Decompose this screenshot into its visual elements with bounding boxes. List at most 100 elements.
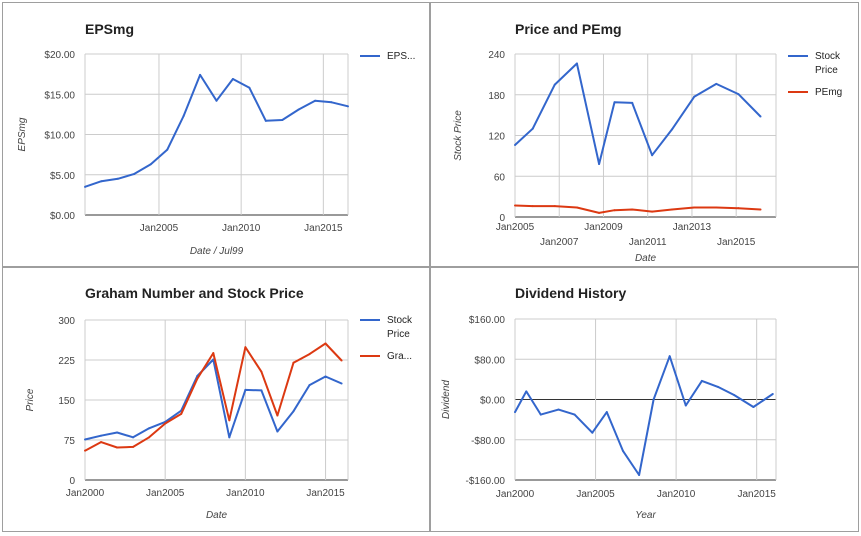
- data-point: [631, 208, 634, 211]
- graham-chart-panel: Graham Number and Stock Price 300 225 150 75…: [2, 267, 430, 532]
- y-tick-label: 150: [58, 396, 75, 407]
- x-axis-label: Date: [635, 253, 657, 264]
- chart-title: Dividend History: [515, 285, 626, 301]
- y-tick-label: $5.00: [50, 171, 75, 182]
- data-point: [231, 77, 234, 80]
- series-0: [514, 62, 762, 166]
- x-tick-label: Jan2015: [306, 488, 345, 499]
- x-tick-label: Jan2015: [717, 237, 756, 248]
- data-point: [149, 163, 152, 166]
- price-pemg-chart-panel: Price and PEmg 240 180 120 60 0 Jan2005 Jan2009…: [430, 2, 859, 267]
- legend-label: Gra...: [387, 351, 412, 362]
- x-tick-label: Jan2005: [496, 222, 535, 233]
- data-point: [324, 375, 327, 378]
- data-point: [652, 398, 655, 401]
- data-point: [228, 436, 231, 439]
- data-point: [531, 205, 534, 208]
- data-point: [573, 413, 576, 416]
- x-tick-label: Jan2015: [737, 489, 776, 500]
- data-point: [591, 431, 594, 434]
- data-point: [180, 412, 183, 415]
- legend-item: Stock Price: [360, 315, 413, 340]
- y-tick-label: 300: [58, 316, 75, 327]
- data-point: [260, 370, 263, 373]
- data-point: [693, 95, 696, 98]
- x-tick-label: Jan2009: [584, 222, 623, 233]
- data-point: [531, 127, 534, 130]
- y-tick-label: $0.00: [480, 396, 505, 407]
- series-0: [84, 73, 349, 188]
- data-point: [684, 404, 687, 407]
- data-point: [264, 119, 267, 122]
- data-point: [182, 114, 185, 117]
- legend-label: Stock Price: [815, 51, 841, 76]
- data-point: [100, 180, 103, 183]
- data-point: [737, 93, 740, 96]
- data-point: [308, 353, 311, 356]
- series-line: [514, 204, 761, 214]
- data-point: [292, 410, 295, 413]
- data-point: [671, 128, 674, 131]
- chart-title: EPSmg: [85, 21, 134, 37]
- data-point: [260, 389, 263, 392]
- series-1: [514, 204, 762, 214]
- data-point: [514, 411, 516, 414]
- data-point: [605, 411, 608, 414]
- data-point: [148, 427, 151, 430]
- data-point: [164, 422, 167, 425]
- legend-label: PEmg: [815, 87, 842, 98]
- y-tick-label: $20.00: [44, 50, 75, 61]
- gridlines: [514, 318, 777, 481]
- x-axis-label: Date / Jul99: [190, 246, 244, 257]
- data-point: [244, 346, 247, 349]
- legend-item: PEmg: [788, 87, 842, 98]
- data-point: [297, 108, 300, 111]
- data-point: [84, 185, 86, 188]
- data-point: [598, 163, 601, 166]
- y-tick-label: 60: [494, 172, 506, 183]
- data-point: [621, 449, 624, 452]
- data-point: [575, 206, 578, 209]
- x-tick-label: Jan2000: [496, 489, 535, 500]
- dividend-chart-panel: Dividend History $160.00 $80.00 $0.00 -$80.0…: [430, 267, 859, 532]
- y-tick-label: 75: [64, 436, 76, 447]
- gridlines: [84, 53, 349, 216]
- series-1: [84, 342, 343, 452]
- data-point: [525, 390, 528, 393]
- data-point: [347, 105, 349, 108]
- data-point: [668, 355, 671, 358]
- dividend-chart: Dividend History $160.00 $80.00 $0.00 -$80.0…: [441, 285, 777, 521]
- y-tick-label: $0.00: [50, 211, 75, 222]
- data-point: [215, 99, 218, 102]
- data-point: [613, 209, 616, 212]
- y-axis-label: Price: [25, 388, 36, 411]
- series-0: [84, 358, 343, 441]
- data-point: [717, 385, 719, 388]
- data-point: [613, 101, 616, 104]
- data-point: [340, 359, 343, 362]
- gridlines: [84, 319, 349, 481]
- data-point: [575, 62, 578, 65]
- y-tick-label: $15.00: [44, 90, 75, 101]
- data-point: [631, 101, 634, 104]
- data-point: [212, 352, 215, 355]
- data-point: [248, 86, 251, 89]
- data-point: [324, 342, 327, 345]
- x-tick-label: Jan2010: [657, 489, 696, 500]
- data-point: [737, 207, 740, 210]
- series-0: [514, 355, 774, 476]
- legend-item: Stock Price: [788, 51, 841, 76]
- y-axis-label: Stock Price: [453, 110, 464, 161]
- series-line: [84, 73, 349, 188]
- y-tick-label: 0: [499, 213, 505, 224]
- x-tick-label: Jan2010: [222, 223, 261, 234]
- data-point: [715, 206, 718, 209]
- data-point: [314, 99, 317, 102]
- data-point: [116, 177, 119, 180]
- data-point: [100, 434, 103, 437]
- data-point: [292, 361, 295, 364]
- y-tick-label: 0: [69, 476, 75, 487]
- eps-chart-panel: EPSmg $20.00 $15.00 $10.00 $5.00 $0.00 Jan2005…: [2, 2, 430, 267]
- y-tick-label: 120: [488, 132, 505, 143]
